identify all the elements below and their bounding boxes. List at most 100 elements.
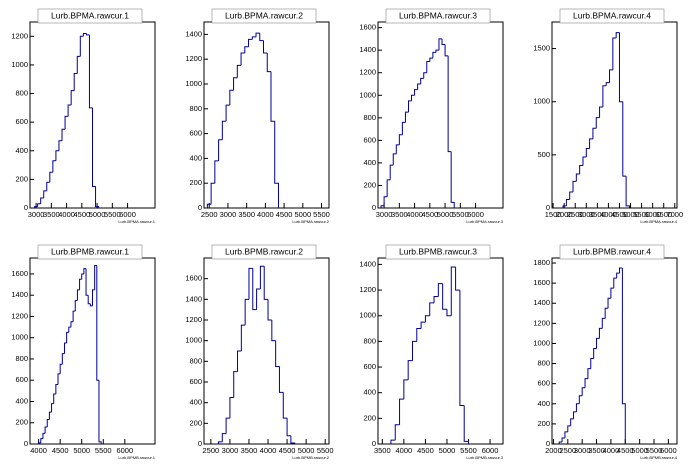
histogram-bin (87, 295, 91, 305)
y-tick-label: 1400 (185, 29, 202, 38)
y-tick-label: 1000 (185, 336, 202, 345)
histogram-bin (435, 49, 439, 53)
x-tick-label: 5500 (104, 210, 121, 219)
y-tick-label: 800 (189, 356, 202, 365)
histogram-bin (88, 34, 93, 109)
y-tick-label: 400 (363, 158, 376, 167)
y-tick-label: 1200 (359, 285, 376, 294)
histogram-bin (404, 111, 409, 123)
histogram-bin (76, 289, 80, 301)
histogram-bin (590, 358, 594, 369)
x-tick-label: 4000 (257, 210, 274, 219)
x-axis-title: Lurb.BPMB.rawcur.4 (640, 455, 677, 460)
histogram-bin (416, 328, 422, 342)
histogram-bin (390, 439, 396, 444)
histogram-bin (459, 290, 465, 407)
histogram-bin (244, 298, 249, 326)
histogram-bin (423, 72, 427, 79)
y-tick-label: 1200 (185, 54, 202, 63)
x-tick-label: 2500 (567, 210, 584, 219)
histogram-bin (290, 435, 296, 444)
x-tick-label: 4500 (279, 446, 296, 455)
y-tick-label: 200 (15, 418, 28, 427)
x-tick-label: 5500 (460, 446, 477, 455)
panel: 0 200 400 600 800 1000 1200 1400 3500 4000 4500 500… (359, 244, 504, 460)
histogram-bin (82, 32, 87, 37)
title-box (37, 8, 143, 24)
histogram-bin (79, 35, 84, 57)
x-tick-label: 6000 (116, 446, 133, 455)
histogram-bin (596, 337, 600, 349)
histogram-bin (286, 418, 291, 437)
histogram-bin (564, 431, 568, 438)
histogram-bin (240, 52, 245, 66)
histogram-bin (51, 403, 54, 413)
histogram-bin (221, 120, 227, 140)
histogram-bin (599, 106, 603, 118)
histogram-bin (399, 398, 404, 425)
histogram-bin (575, 173, 580, 182)
x-axis-title: Lurb.BPMA.rawcur.3 (466, 219, 503, 224)
y-tick-label: 600 (363, 135, 376, 144)
histogram-bin (44, 426, 48, 434)
x-tick-label: 4500 (73, 210, 90, 219)
histogram-bin (570, 418, 574, 426)
x-tick-label: 3000 (222, 446, 239, 455)
x-tick-label: 4000 (260, 446, 277, 455)
histogram-bin (438, 38, 443, 51)
histogram-bin (622, 101, 627, 177)
y-tick-label: 1400 (185, 294, 202, 303)
title-box (559, 244, 665, 260)
histogram-bin (463, 405, 470, 444)
histogram-bin (66, 331, 69, 344)
histogram-bin (380, 205, 385, 208)
histogram-bin (74, 300, 78, 312)
histogram-bin (85, 268, 89, 296)
y-tick-label: 1200 (533, 318, 550, 327)
histogram-bin (94, 264, 97, 290)
y-tick-label: 800 (15, 354, 28, 363)
panel: 0 200 400 600 800 1000 1200 1400 1600 1800 2000250… (533, 244, 678, 460)
histogram-bin (225, 104, 230, 122)
y-tick-label: 0 (546, 203, 550, 212)
histogram-bin (407, 100, 412, 113)
histogram-bin (447, 55, 452, 153)
histogram-bin (255, 32, 260, 37)
histogram-bin (256, 288, 261, 310)
histogram-bin (40, 197, 44, 204)
y-tick-label: 1200 (11, 31, 28, 40)
y-tick-label: 0 (198, 439, 202, 448)
histogram-bin (95, 186, 100, 208)
y-tick-label: 600 (189, 129, 202, 138)
x-tick-label: 3000 (578, 210, 595, 219)
y-tick-label: 400 (15, 146, 28, 155)
histogram-bin (282, 392, 288, 419)
histogram-bin (395, 144, 400, 154)
x-tick-label: 7000 (666, 210, 683, 219)
histogram-bin (424, 315, 430, 323)
x-tick-label: 4000 (406, 210, 423, 219)
histogram-bin (619, 267, 623, 274)
y-tick-label: 800 (363, 336, 376, 345)
histogram-bin (579, 164, 583, 174)
histogram-bin (64, 115, 69, 130)
histogram-bin (251, 36, 257, 40)
y-tick-label: 0 (24, 203, 28, 212)
histogram-bin (592, 127, 597, 139)
x-tick-label: 5000 (73, 446, 90, 455)
x-tick-label: 2500 (203, 446, 220, 455)
y-tick-label: 200 (189, 418, 202, 427)
histogram-bin (89, 303, 93, 307)
histogram-bin (582, 156, 587, 166)
x-tick-label: 4500 (611, 210, 628, 219)
histogram-bin (414, 89, 418, 96)
histogram-bin (210, 182, 215, 205)
y-tick-label: 400 (15, 396, 28, 405)
histogram-bin (59, 363, 63, 374)
histogram-bin (417, 83, 421, 90)
histogram-bin (429, 57, 433, 62)
x-tick-label: 3000 (574, 446, 591, 455)
histogram-bin (455, 266, 460, 291)
plot-frame (377, 21, 504, 209)
y-tick-label: 200 (15, 174, 28, 183)
